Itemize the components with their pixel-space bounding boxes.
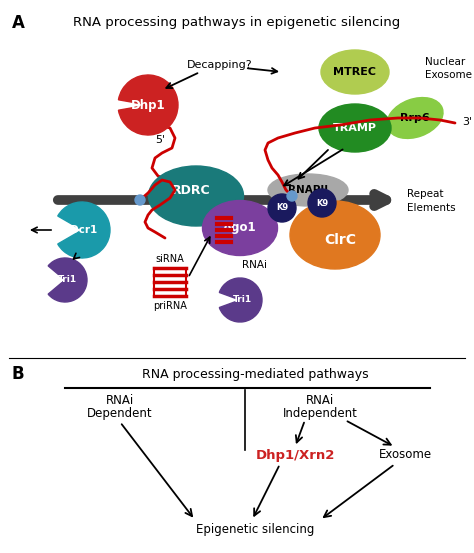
- Ellipse shape: [387, 97, 443, 138]
- Ellipse shape: [268, 174, 348, 206]
- Wedge shape: [48, 258, 87, 302]
- Text: Tri1: Tri1: [57, 275, 77, 284]
- Text: A: A: [12, 14, 25, 32]
- Ellipse shape: [319, 104, 391, 152]
- Ellipse shape: [290, 201, 380, 269]
- Wedge shape: [219, 278, 262, 322]
- Text: Ago1: Ago1: [223, 222, 257, 234]
- Text: RNA processing-mediated pathways: RNA processing-mediated pathways: [142, 368, 368, 381]
- Text: Repeat: Repeat: [407, 189, 444, 199]
- Text: RNA processing pathways in epigenetic silencing: RNA processing pathways in epigenetic si…: [73, 16, 401, 29]
- Text: Exosome: Exosome: [425, 70, 472, 80]
- Text: Tri1: Tri1: [232, 295, 252, 305]
- Text: RNAi: RNAi: [106, 394, 134, 406]
- Text: Dcr1: Dcr1: [70, 225, 98, 235]
- Circle shape: [135, 195, 145, 205]
- Wedge shape: [118, 75, 178, 135]
- Text: priRNA: priRNA: [153, 301, 187, 311]
- Circle shape: [287, 191, 297, 201]
- Ellipse shape: [321, 50, 389, 94]
- Wedge shape: [58, 202, 110, 258]
- Text: B: B: [12, 365, 25, 383]
- Text: RNAPII: RNAPII: [288, 185, 328, 195]
- Text: ClrC: ClrC: [324, 233, 356, 247]
- Text: K9: K9: [276, 204, 288, 212]
- Text: siRNA: siRNA: [155, 254, 184, 264]
- Text: Decapping?: Decapping?: [187, 60, 253, 70]
- Text: Dhp1/Xrn2: Dhp1/Xrn2: [255, 448, 335, 462]
- Text: Dependent: Dependent: [87, 406, 153, 420]
- Text: TRAMP: TRAMP: [333, 123, 377, 133]
- Text: MTREC: MTREC: [334, 67, 376, 77]
- Text: RNAi: RNAi: [243, 260, 267, 270]
- Text: Elements: Elements: [407, 203, 456, 213]
- Circle shape: [268, 194, 296, 222]
- Text: 3': 3': [462, 117, 472, 127]
- Text: RNAi: RNAi: [306, 394, 334, 406]
- Text: Epigenetic silencing: Epigenetic silencing: [196, 524, 314, 536]
- Text: Independent: Independent: [283, 406, 357, 420]
- Text: Exosome: Exosome: [378, 448, 431, 462]
- Ellipse shape: [148, 166, 244, 226]
- Text: Dhp1: Dhp1: [131, 98, 165, 112]
- Text: 5': 5': [155, 135, 165, 145]
- Circle shape: [308, 189, 336, 217]
- Text: Nuclear: Nuclear: [425, 57, 465, 67]
- Text: Rrp6: Rrp6: [400, 113, 430, 123]
- Text: K9: K9: [316, 199, 328, 207]
- Text: RDRC: RDRC: [172, 185, 210, 197]
- Ellipse shape: [202, 201, 277, 255]
